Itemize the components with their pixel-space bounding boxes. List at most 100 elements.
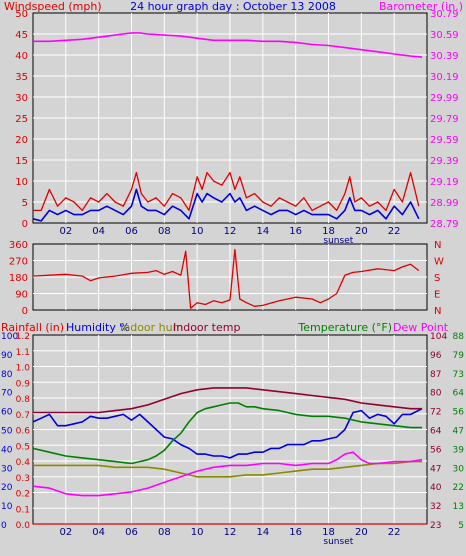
dewpoint-tick-label: 22 (453, 483, 464, 493)
dew-point-line (32, 451, 423, 497)
barometer-tick-label: 30.39 (430, 51, 459, 62)
temperature-tick-label: 40 (430, 483, 442, 493)
rainfall-tick-label: 0.0 (16, 521, 31, 531)
graph-title: 24 hour graph day : October 13 2008 (130, 0, 336, 13)
dewpoint-tick-label: 88 (453, 332, 465, 342)
x-tick-label: 06 (125, 226, 138, 237)
barometer-tick-label: 30.59 (430, 30, 459, 41)
sunset-label: sunset (323, 537, 353, 547)
humidity-line (32, 407, 423, 459)
direction-tick-label: 360 (9, 240, 28, 251)
windspeed-axis-label: Windspeed (mph) (4, 0, 102, 13)
rainfall-tick-label: 1.0 (16, 364, 31, 374)
barometer-tick-label: 29.99 (430, 93, 459, 104)
direction-tick-label: 180 (9, 273, 28, 284)
rainfall-axis-label: Rainfall (in) (1, 321, 64, 334)
windspeed-tick-label: 20 (15, 135, 28, 146)
x-tick-label: 02 (59, 527, 72, 538)
rainfall-tick-label: 0.7 (16, 411, 30, 421)
tick-labels: 02 04 06 08 10 12 14 16 18 20 22 sunset 02 04 06 08 10 12… (1, 9, 464, 547)
humidity-tick-label: 90 (1, 351, 13, 361)
dewpoint-tick-label: 56 (453, 408, 465, 418)
temperature-tick-label: 32 (430, 502, 441, 512)
sunset-label: sunset (323, 236, 353, 246)
rainfall-tick-label: 0.4 (16, 458, 31, 468)
x-tick-label: 10 (191, 527, 204, 538)
humidity-tick-label: 30 (1, 464, 13, 474)
rainfall-tick-label: 1.2 (16, 332, 30, 342)
dewpoint-tick-label: 79 (453, 351, 465, 361)
indoor-hum-line (33, 460, 423, 478)
temperature-tick-label: 80 (430, 389, 442, 399)
temperature-tick-label: 56 (430, 445, 442, 455)
indoor-hum-label: Indoor hum (120, 321, 183, 334)
humidity-tick-label: 80 (1, 370, 13, 380)
dewpoint-axis-label: Dew Point (393, 321, 449, 334)
compass-tick-label: E (434, 290, 440, 301)
x-tick-label: 16 (289, 226, 302, 237)
compass-tick-label: N (434, 306, 441, 317)
humidity-tick-label: 60 (1, 408, 13, 418)
humidity-tick-label: 100 (1, 332, 18, 342)
humidity-axis-label: Humidity % (66, 321, 130, 334)
barometer-axis-label: Barometer (in.) (379, 0, 463, 13)
rainfall-tick-label: 0.2 (16, 490, 30, 500)
direction-tick-label: 270 (9, 257, 28, 268)
temperature-axis-label: Temperature (°F) (297, 321, 392, 334)
series-lines (32, 32, 427, 525)
dewpoint-tick-label: 13 (453, 502, 464, 512)
x-tick-label: 14 (256, 527, 269, 538)
rainfall-tick-label: 0.5 (16, 442, 30, 452)
windspeed-tick-label: 50 (15, 9, 28, 20)
barometer-tick-label: 29.19 (430, 177, 459, 188)
barometer-tick-label: 29.79 (430, 114, 459, 125)
dewpoint-tick-label: 30 (453, 464, 465, 474)
indoor-temp-line (33, 387, 423, 414)
x-tick-label: 12 (224, 527, 237, 538)
humidity-tick-label: 50 (1, 427, 13, 437)
rainfall-tick-label: 0.8 (16, 395, 31, 405)
windspeed-tick-label: 40 (15, 51, 28, 62)
indoor-temp-label: Indoor temp (173, 321, 240, 334)
rainfall-tick-label: 0.6 (16, 427, 31, 437)
direction-tick-label: 0 (22, 306, 28, 317)
x-tick-label: 16 (289, 527, 302, 538)
windspeed-line (32, 188, 420, 222)
barometer-tick-label: 30.79 (430, 9, 459, 20)
wind-direction-line (32, 248, 420, 309)
x-tick-label: 22 (388, 226, 401, 237)
dewpoint-tick-label: 64 (453, 389, 465, 399)
x-tick-label: 20 (355, 226, 368, 237)
x-tick-label: 20 (355, 527, 368, 538)
humidity-tick-label: 40 (1, 445, 13, 455)
temperature-tick-label: 23 (430, 521, 441, 531)
x-tick-label: 22 (388, 527, 401, 538)
compass-tick-label: N (434, 240, 441, 251)
windspeed-tick-label: 15 (15, 156, 28, 167)
rainfall-tick-label: 0.3 (16, 474, 30, 484)
barometer-tick-label: 28.79 (430, 219, 459, 230)
barometer-line (33, 32, 423, 58)
x-tick-label: 04 (92, 226, 105, 237)
dewpoint-tick-label: 39 (453, 445, 465, 455)
wind-gust-line (33, 171, 420, 212)
humidity-tick-label: 70 (1, 389, 13, 399)
humidity-tick-label: 20 (1, 483, 13, 493)
windspeed-tick-label: 5 (22, 198, 28, 209)
x-tick-label: 18 (322, 226, 335, 237)
windspeed-tick-label: 35 (15, 72, 28, 83)
x-tick-label: 02 (59, 226, 72, 237)
temperature-tick-label: 47 (430, 464, 441, 474)
humidity-tick-label: 0 (1, 521, 7, 531)
x-tick-label: 14 (256, 226, 269, 237)
temperature-tick-label: 96 (430, 351, 442, 361)
windspeed-tick-label: 45 (15, 30, 28, 41)
temperature-tick-label: 104 (430, 332, 447, 342)
rainfall-tick-label: 0.9 (16, 379, 31, 389)
temperature-tick-label: 87 (430, 370, 441, 380)
x-tick-label: 10 (191, 226, 204, 237)
compass-tick-label: W (434, 257, 444, 268)
barometer-tick-label: 29.39 (430, 156, 459, 167)
humidity-tick-label: 10 (1, 502, 13, 512)
